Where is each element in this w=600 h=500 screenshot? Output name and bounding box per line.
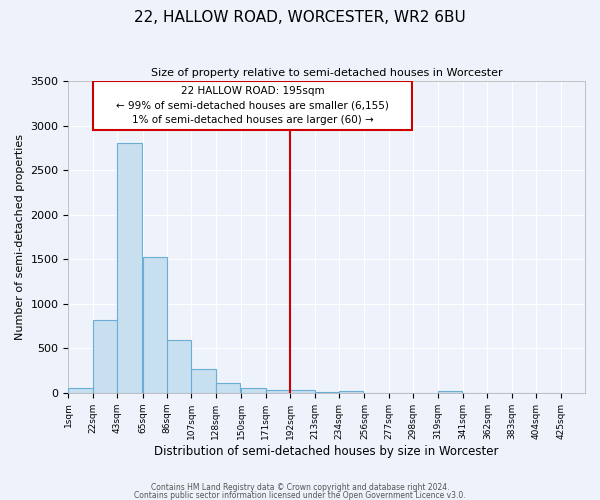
Bar <box>68 388 93 393</box>
Bar <box>339 390 363 393</box>
Bar <box>241 388 266 393</box>
Bar <box>216 384 240 393</box>
Bar <box>93 81 412 130</box>
Bar <box>93 320 117 393</box>
Bar <box>167 340 191 393</box>
Text: 22 HALLOW ROAD: 195sqm
← 99% of semi-detached houses are smaller (6,155)
1% of s: 22 HALLOW ROAD: 195sqm ← 99% of semi-det… <box>116 86 389 126</box>
Y-axis label: Number of semi-detached properties: Number of semi-detached properties <box>15 134 25 340</box>
X-axis label: Distribution of semi-detached houses by size in Worcester: Distribution of semi-detached houses by … <box>154 444 499 458</box>
Bar <box>266 390 290 393</box>
Bar <box>437 390 462 393</box>
Bar <box>314 392 339 393</box>
Text: Contains public sector information licensed under the Open Government Licence v3: Contains public sector information licen… <box>134 490 466 500</box>
Title: Size of property relative to semi-detached houses in Worcester: Size of property relative to semi-detach… <box>151 68 503 78</box>
Bar <box>191 369 216 393</box>
Text: Contains HM Land Registry data © Crown copyright and database right 2024.: Contains HM Land Registry data © Crown c… <box>151 484 449 492</box>
Text: 22, HALLOW ROAD, WORCESTER, WR2 6BU: 22, HALLOW ROAD, WORCESTER, WR2 6BU <box>134 10 466 25</box>
Bar <box>290 390 314 393</box>
Bar <box>143 256 167 393</box>
Bar <box>117 144 142 393</box>
